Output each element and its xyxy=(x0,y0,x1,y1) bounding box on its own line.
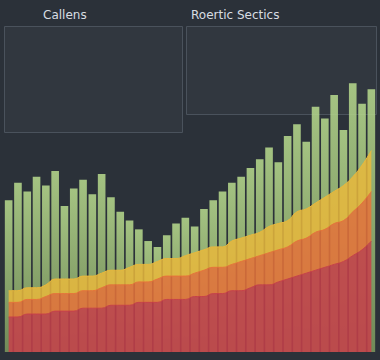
svg-text:Roertic Sectics: Roertic Sectics xyxy=(191,8,279,22)
svg-text:Callens: Callens xyxy=(43,8,87,22)
